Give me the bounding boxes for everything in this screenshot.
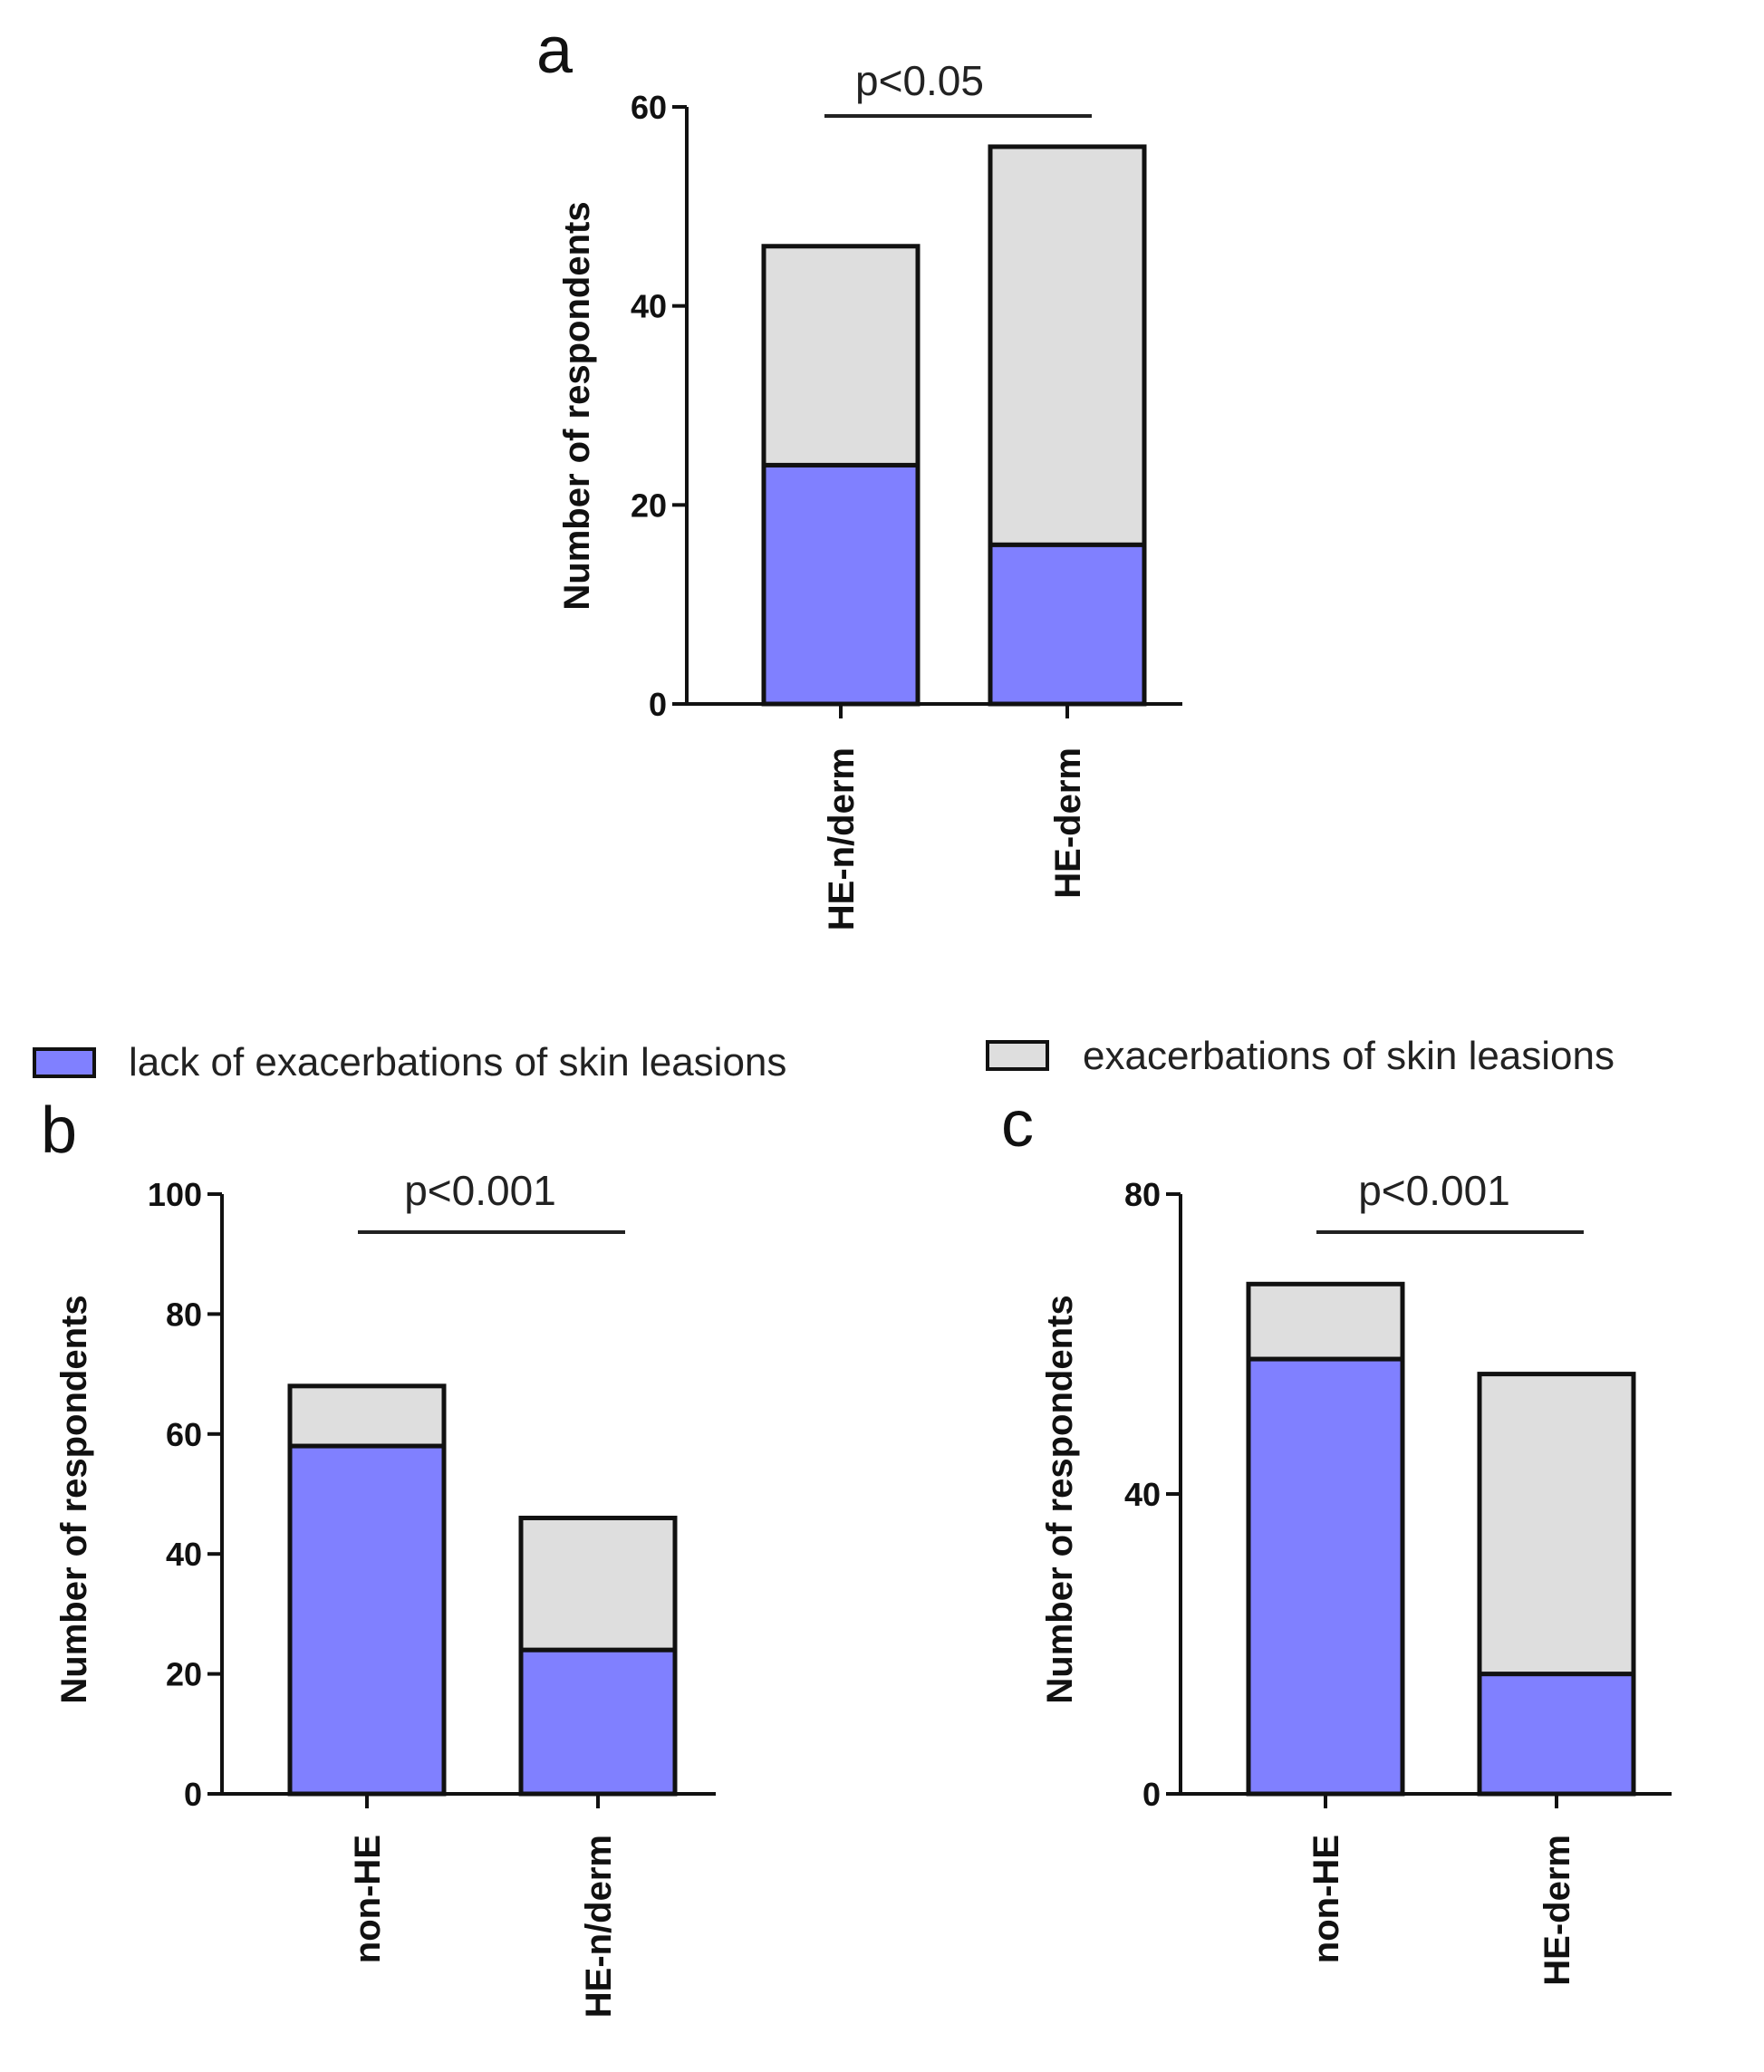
panel-a-bar-HE-derm-series-0 <box>988 542 1147 707</box>
panel-a-y-tick-label-40: 40 <box>631 288 667 325</box>
legend-swatch-exacerbations <box>986 1040 1049 1071</box>
panel-c-category-label-non-HE: non-HE <box>1306 1835 1346 1963</box>
panel-b-y-tick-label-60: 60 <box>166 1416 202 1453</box>
panel-c-bar-HE-derm-series-1 <box>1477 1372 1636 1677</box>
panel-c-bar-non-HE-series-0 <box>1246 1356 1405 1797</box>
panel-b: b p<0.001 Number of respondents 0 20 40 60 8… <box>41 1094 716 2018</box>
panel-a-bar-HE-n/derm-series-1 <box>761 244 921 467</box>
panel-a-p-value: p<0.05 <box>855 57 984 104</box>
panel-b-bar-non-HE-series-1 <box>287 1383 447 1449</box>
panel-a-y-axis-label: Number of respondents <box>557 201 597 610</box>
panel-c-bar-HE-derm-series-0 <box>1477 1672 1636 1797</box>
panel-b-y-tick-label-20: 20 <box>166 1656 202 1693</box>
panel-a-bar-HE-derm-series-1 <box>988 144 1147 547</box>
panel-b-p-value: p<0.001 <box>404 1167 556 1214</box>
panel-b-y-tick-label-100: 100 <box>148 1176 202 1213</box>
panel-c-y-axis-label: Number of respondents <box>1040 1295 1080 1703</box>
legend: lack of exacerbations of skin leasions e… <box>33 1034 1615 1084</box>
panel-c-y-tick-label-0: 0 <box>1142 1776 1161 1813</box>
panel-a-bar-HE-n/derm-series-0 <box>761 462 921 707</box>
panel-a-y-tick-label-20: 20 <box>631 487 667 524</box>
panel-c: c p<0.001 Number of respondents 0 40 80 non… <box>1001 1088 1672 1986</box>
panel-c-bar-non-HE-series-1 <box>1246 1281 1405 1362</box>
panel-b-y-axis-label: Number of respondents <box>54 1295 94 1703</box>
panel-b-bar-non-HE-series-0 <box>287 1443 447 1797</box>
panel-b-bar-HE-n/derm-series-0 <box>518 1647 678 1797</box>
legend-label-exacerbations: exacerbations of skin leasions <box>1083 1034 1615 1078</box>
panel-c-y-tick-label-40: 40 <box>1124 1476 1161 1513</box>
panel-c-category-label-HE-derm: HE-derm <box>1537 1835 1577 1986</box>
panel-c-p-value: p<0.001 <box>1358 1167 1510 1214</box>
panel-b-category-label-non-HE: non-HE <box>348 1835 388 1963</box>
panel-b-y-tick-label-40: 40 <box>166 1536 202 1573</box>
panel-a-y-tick-label-60: 60 <box>631 89 667 126</box>
panel-b-y-tick-label-80: 80 <box>166 1296 202 1333</box>
legend-swatch-lack <box>33 1047 96 1078</box>
panel-b-y-tick-label-0: 0 <box>184 1776 202 1813</box>
panel-b-plot: 0 20 40 60 80 100 non-HE HE-n/derm <box>148 1176 716 2018</box>
panel-c-plot: 0 40 80 non-HE HE-derm <box>1124 1176 1672 1986</box>
panel-c-letter: c <box>1001 1088 1034 1161</box>
panel-b-category-label-HE-n/derm: HE-n/derm <box>579 1835 619 2018</box>
panel-b-bar-HE-n/derm-series-1 <box>518 1515 678 1653</box>
panel-a-category-label-HE-derm: HE-derm <box>1048 747 1088 899</box>
panel-a-plot: 0 20 40 60 HE-n/derm HE-derm <box>631 89 1182 930</box>
panel-a-category-label-HE-n/derm: HE-n/derm <box>822 747 862 930</box>
panel-b-letter: b <box>41 1094 77 1167</box>
panel-a-letter: a <box>536 14 574 87</box>
panel-c-y-tick-label-80: 80 <box>1124 1176 1161 1213</box>
panel-a-y-tick-label-0: 0 <box>649 686 667 723</box>
panel-a: a p<0.05 Number of respondents 0 20 40 60 HE… <box>536 14 1182 930</box>
legend-label-lack: lack of exacerbations of skin leasions <box>129 1040 786 1084</box>
